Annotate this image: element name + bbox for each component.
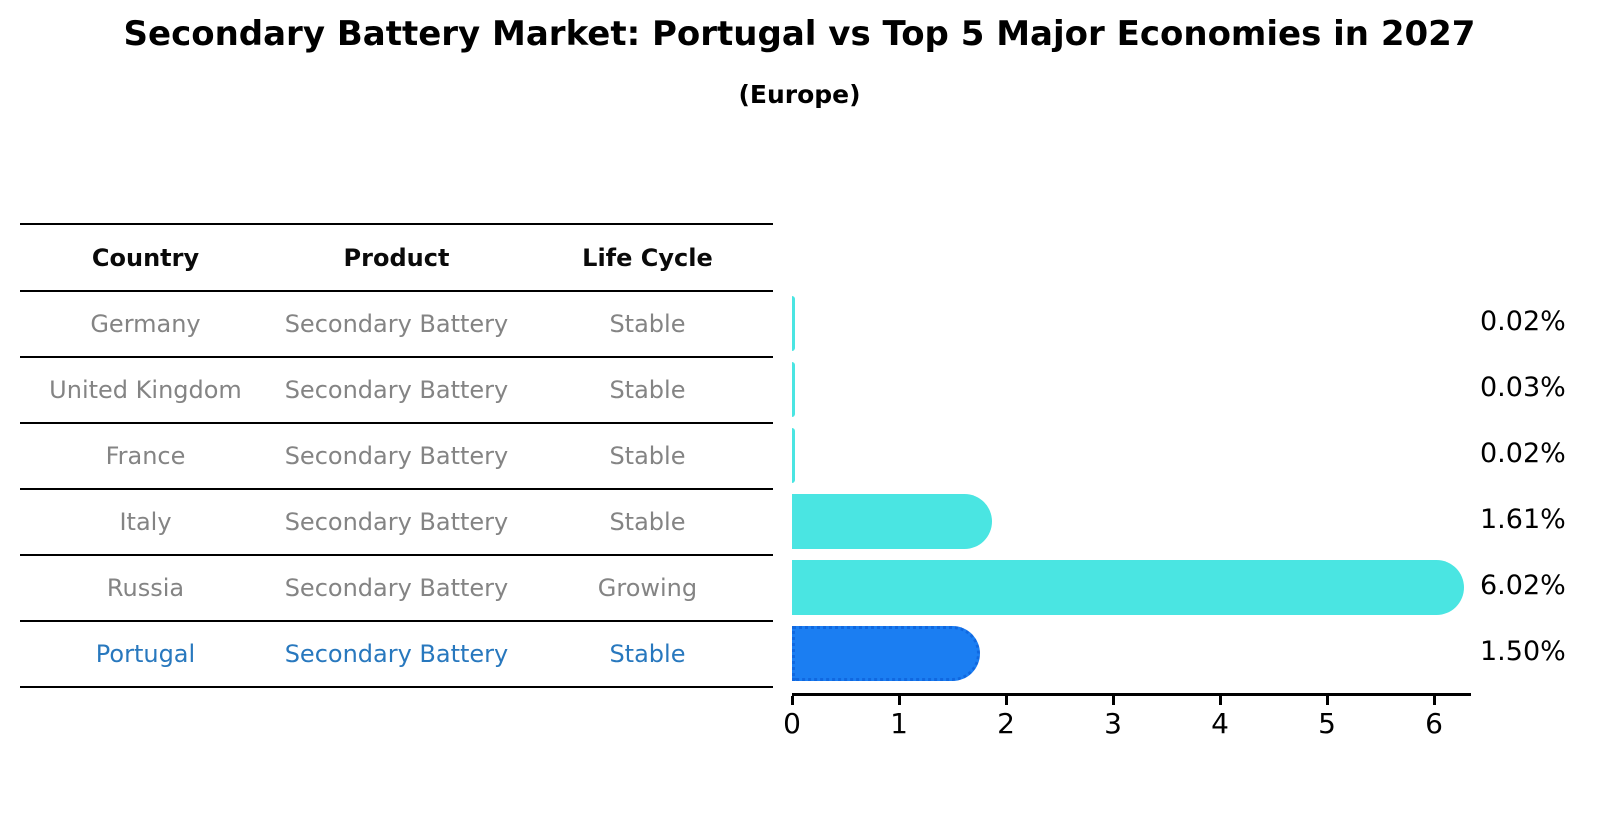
cell-product: Secondary Battery (284, 442, 509, 470)
cell-product: Secondary Battery (284, 376, 509, 404)
cell-product: Secondary Battery (284, 640, 509, 668)
value-label-italy: 1.61% (1480, 504, 1566, 535)
column-header-country: Country (91, 243, 200, 272)
bar-portugal (792, 625, 980, 681)
x-axis-tick-label: 1 (890, 707, 908, 740)
value-label-portugal: 1.50% (1480, 636, 1566, 667)
value-label-russia: 6.02% (1480, 570, 1566, 601)
value-label-germany: 0.02% (1480, 306, 1566, 337)
cell-life-cycle: Growing (597, 574, 698, 602)
x-axis-tick (1004, 696, 1008, 705)
value-label-united-kingdom: 0.03% (1480, 372, 1566, 403)
x-axis-line (792, 693, 1471, 696)
cell-life-cycle: Stable (609, 310, 686, 338)
x-axis-tick-label: 0 (783, 707, 801, 740)
cell-life-cycle: Stable (609, 508, 686, 536)
x-axis-tick (897, 696, 901, 705)
cell-product: Secondary Battery (284, 508, 509, 536)
cell-country: Russia (106, 574, 185, 602)
x-axis-tick (1432, 696, 1436, 705)
country-table: Country Product Life Cycle Germany Second… (20, 223, 773, 688)
column-header-life-cycle: Life Cycle (582, 243, 713, 272)
table-row-germany: Germany Secondary Battery Stable (20, 292, 773, 358)
cell-life-cycle: Stable (609, 640, 686, 668)
bar-russia (792, 559, 1464, 615)
cell-country: Italy (119, 508, 172, 536)
x-axis-tick-label: 2 (997, 707, 1015, 740)
x-axis-tick-label: 5 (1318, 707, 1336, 740)
x-axis-tick (1325, 696, 1329, 705)
cell-country: Germany (90, 310, 201, 338)
cell-life-cycle: Stable (609, 442, 686, 470)
cell-life-cycle: Stable (609, 376, 686, 404)
chart-subtitle: (Europe) (738, 80, 861, 109)
value-label-france: 0.02% (1480, 438, 1566, 469)
bar-france (792, 427, 795, 483)
cell-country: United Kingdom (49, 376, 242, 404)
x-axis-tick (1218, 696, 1222, 705)
column-header-product: Product (343, 243, 450, 272)
x-axis-tick-label: 6 (1425, 707, 1443, 740)
cell-country: France (105, 442, 186, 470)
table-row-united-kingdom: United Kingdom Secondary Battery Stable (20, 358, 773, 424)
table-header-row: Country Product Life Cycle (20, 223, 773, 292)
table-row-russia: Russia Secondary Battery Growing (20, 556, 773, 622)
cell-country: Portugal (95, 640, 196, 668)
x-axis-tick-label: 3 (1104, 707, 1122, 740)
cell-product: Secondary Battery (284, 574, 509, 602)
table-row-france: France Secondary Battery Stable (20, 424, 773, 490)
bar-italy (792, 493, 992, 549)
bar-united-kingdom (792, 361, 796, 417)
bar-germany (792, 295, 795, 351)
x-axis-tick (1111, 696, 1115, 705)
table-row-portugal: Portugal Secondary Battery Stable (20, 622, 773, 688)
x-axis-tick-label: 4 (1211, 707, 1229, 740)
table-row-italy: Italy Secondary Battery Stable (20, 490, 773, 556)
chart-title: Secondary Battery Market: Portugal vs To… (123, 14, 1476, 54)
x-axis-tick (790, 696, 794, 705)
cell-product: Secondary Battery (284, 310, 509, 338)
